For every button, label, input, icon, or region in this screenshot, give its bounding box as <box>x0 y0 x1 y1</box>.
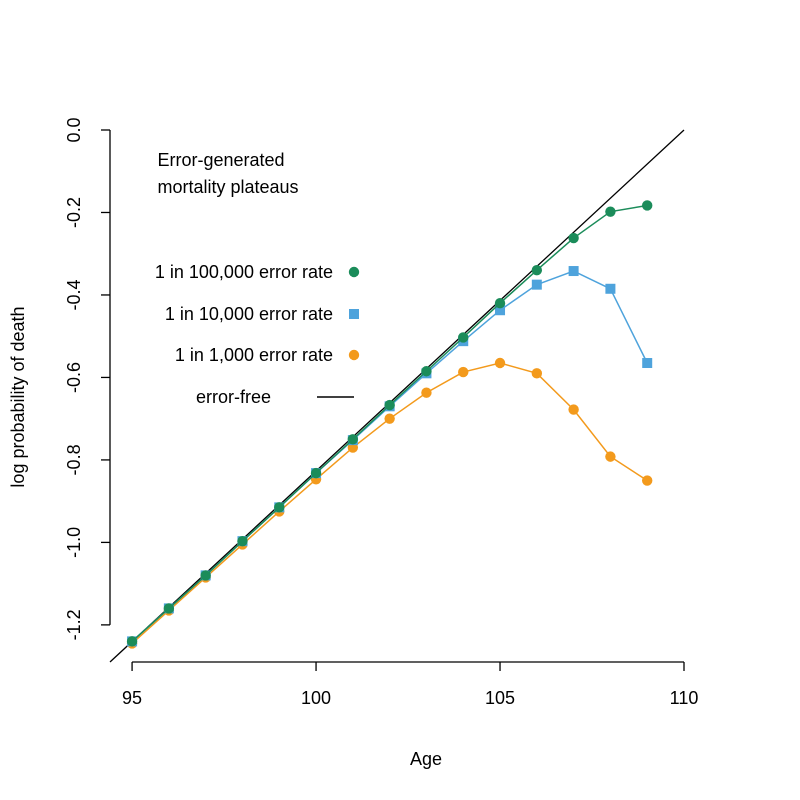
data-point <box>642 475 653 486</box>
annotation-line-1: Error-generated <box>157 150 284 170</box>
y-tick-label: 0.0 <box>64 117 84 142</box>
series-1 <box>126 200 653 647</box>
x-tick-label: 110 <box>670 688 699 708</box>
y-tick-label: -1.2 <box>64 609 84 640</box>
data-point <box>163 603 175 614</box>
data-point <box>531 265 543 276</box>
data-point <box>421 366 432 377</box>
data-point <box>200 570 211 581</box>
data-point <box>274 502 285 513</box>
data-point <box>126 636 138 647</box>
data-point <box>384 399 395 411</box>
data-point <box>237 535 248 547</box>
data-point <box>310 467 322 479</box>
legend-label: 1 in 1,000 error rate <box>175 345 333 365</box>
annotation-line-2: mortality plateaus <box>157 177 298 197</box>
legend-label: error-free <box>196 387 271 407</box>
x-tick-label: 105 <box>485 688 515 708</box>
legend-marker <box>348 266 360 278</box>
data-point <box>605 206 616 217</box>
data-point <box>568 266 579 277</box>
data-point <box>568 232 579 244</box>
data-point <box>494 357 506 369</box>
annotation: Error-generated mortality plateaus <box>157 150 298 197</box>
legend-marker <box>349 309 359 319</box>
data-point <box>531 368 543 379</box>
legend-label: 1 in 100,000 error rate <box>155 262 333 282</box>
legend-label: 1 in 10,000 error rate <box>165 304 333 324</box>
axes: 95 100 105 110 0.0 -0.2 -0.4 -0.6 -0.8 -1.0 -1.2 <box>64 117 698 708</box>
y-tick-label: -0.6 <box>64 362 84 393</box>
series-line <box>131 270 648 642</box>
data-point <box>642 358 653 369</box>
data-point <box>605 451 616 462</box>
data-point <box>642 200 653 211</box>
y-tick-label: -0.2 <box>64 197 84 228</box>
data-point <box>458 366 469 378</box>
data-point <box>531 279 542 290</box>
data-point <box>421 387 432 398</box>
legend: 1 in 100,000 error rate 1 in 10,000 error… <box>155 262 360 407</box>
x-tick-label: 100 <box>301 688 331 708</box>
data-point <box>384 413 395 424</box>
data-point <box>495 305 506 316</box>
legend-marker <box>348 349 360 361</box>
data-point <box>458 332 469 343</box>
y-tick-label: -0.4 <box>64 279 84 310</box>
x-tick-label: 95 <box>122 688 142 708</box>
plot-area <box>109 129 685 663</box>
data-point <box>347 434 359 445</box>
y-tick-label: -0.8 <box>64 444 84 475</box>
y-tick-label: -1.0 <box>64 527 84 558</box>
y-axis-label: log probability of death <box>8 306 28 487</box>
data-point <box>605 283 616 294</box>
data-point <box>494 298 506 309</box>
x-axis-label: Age <box>410 749 442 769</box>
data-point <box>568 404 579 415</box>
